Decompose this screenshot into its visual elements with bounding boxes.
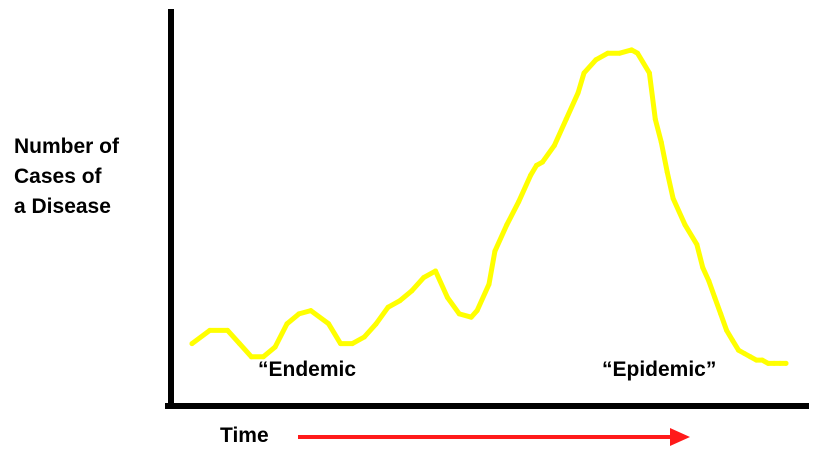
- data-point: [361, 334, 367, 340]
- data-point: [397, 298, 403, 304]
- data-point: [747, 354, 753, 360]
- data-point: [783, 360, 789, 366]
- data-point: [664, 169, 670, 175]
- data-point: [551, 143, 557, 149]
- data-point: [635, 50, 640, 56]
- data-point: [724, 327, 730, 333]
- data-point: [730, 337, 735, 343]
- data-point: [700, 265, 706, 271]
- y-axis-label: Number of Cases of a Disease: [14, 132, 174, 222]
- data-point: [605, 50, 611, 56]
- data-point: [646, 70, 652, 76]
- data-point: [581, 70, 587, 76]
- data-point: [433, 268, 438, 274]
- data-point: [658, 139, 664, 145]
- data-point: [694, 242, 700, 248]
- data-point: [207, 327, 213, 333]
- data-point: [409, 288, 415, 294]
- data-point: [617, 50, 623, 56]
- data-point: [741, 351, 747, 356]
- y-axis-label-line-1: Number of: [14, 135, 119, 158]
- y-axis-label-line-3: a Disease: [14, 195, 111, 218]
- data-point: [338, 341, 343, 347]
- data-point: [296, 311, 302, 317]
- data-point: [753, 357, 759, 363]
- data-point: [771, 360, 777, 366]
- data-point: [563, 116, 569, 122]
- data-point: [444, 294, 450, 300]
- data-point: [540, 159, 545, 165]
- data-point: [777, 360, 783, 366]
- data-point: [765, 360, 771, 366]
- data-point: [712, 294, 718, 300]
- data-point: [593, 57, 599, 63]
- data-point: [237, 341, 242, 347]
- data-point: [528, 172, 534, 178]
- data-point: [575, 90, 581, 96]
- data-point: [670, 195, 676, 201]
- data-point: [326, 321, 332, 327]
- data-point: [759, 357, 765, 363]
- epidemic-annotation: “Epidemic”: [602, 358, 717, 381]
- data-point: [474, 308, 480, 314]
- time-arrow-head: [670, 428, 690, 446]
- data-point: [736, 347, 741, 353]
- x-axis-label: Time: [220, 424, 269, 447]
- data-point: [504, 222, 510, 228]
- data-point: [248, 354, 254, 360]
- data-point: [486, 281, 492, 287]
- y-axis-label-line-2: Cases of: [14, 165, 102, 188]
- data-point: [272, 344, 278, 350]
- data-point: [456, 311, 462, 317]
- data-point: [629, 47, 635, 53]
- data-point: [260, 354, 266, 360]
- data-point: [718, 311, 724, 317]
- data-point: [349, 341, 355, 347]
- data-point: [308, 308, 314, 314]
- data-point: [421, 275, 427, 281]
- data-point: [534, 162, 539, 168]
- data-point: [516, 199, 522, 205]
- data-point: [373, 321, 379, 327]
- data-point: [468, 314, 474, 320]
- endemic-annotation: “Endemic: [258, 358, 357, 381]
- data-point: [225, 327, 231, 333]
- data-point: [706, 278, 712, 284]
- data-point: [189, 341, 195, 347]
- data-point: [492, 248, 498, 254]
- data-point: [385, 304, 391, 310]
- disease-cases-line: [189, 47, 789, 366]
- data-point: [682, 222, 688, 228]
- data-point: [284, 321, 290, 327]
- data-point: [652, 116, 658, 122]
